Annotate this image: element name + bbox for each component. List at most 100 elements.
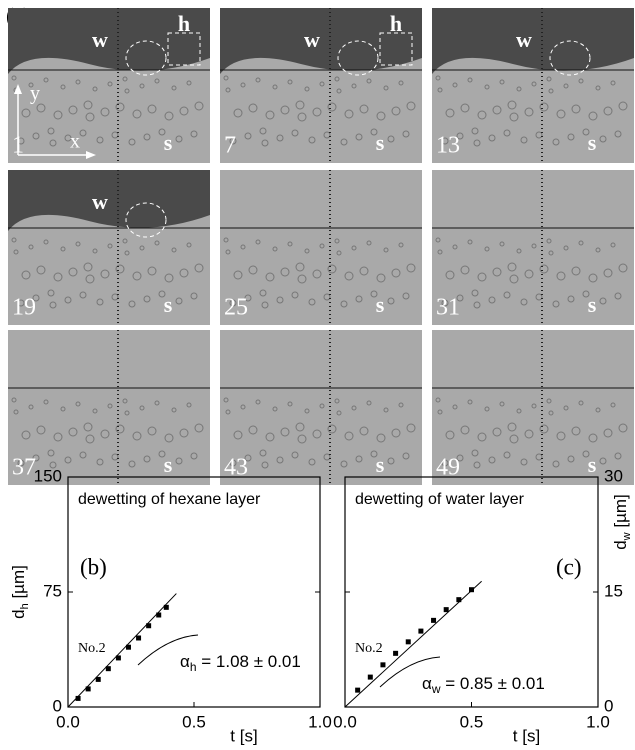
droplet [387,457,395,465]
droplet [595,85,601,91]
droplet [85,274,95,284]
droplet [233,108,243,118]
fit-annotation: αw = 0.85 ± 0.01 [422,674,545,696]
droplet [186,80,192,86]
droplet [323,453,331,461]
droplet [398,80,404,86]
droplet [323,293,331,301]
frame-s-label: s [588,292,597,317]
droplet [327,264,337,274]
droplet [304,86,310,92]
droplet [312,269,322,279]
droplet [473,461,481,469]
droplet [64,296,72,304]
droplet [158,128,166,136]
droplet [240,82,246,88]
droplet [124,250,130,256]
droplet [456,294,464,302]
droplet [100,429,110,439]
fit-line [67,593,177,708]
x-tick-label: 0.0 [333,712,357,731]
droplet [503,451,511,459]
droplet [154,240,160,246]
droplet [507,100,517,110]
droplet [295,422,305,432]
droplet [223,397,229,403]
droplet [53,272,63,282]
droplet [610,402,616,408]
droplet [272,246,278,252]
droplet [355,455,363,463]
droplet [11,75,17,81]
droplet [336,88,342,94]
droplet [456,132,464,140]
droplet [229,137,237,145]
droplet [535,453,543,461]
data-point [355,687,361,693]
frame-s-label: s [164,130,173,155]
droplet [334,238,340,244]
droplet [452,244,458,250]
droplet [539,102,549,112]
droplet [11,397,17,403]
droplet [452,82,458,88]
frame-time: 25 [224,295,248,321]
droplet [122,238,128,244]
droplet [107,243,113,249]
highlight-box [167,32,201,66]
droplet [13,409,19,415]
fit-value: = 0.85 ± 0.01 [441,674,545,693]
droplet [366,240,372,246]
droplet [280,105,290,115]
droplet [548,250,554,256]
droplet [32,454,40,462]
droplet [111,293,119,301]
droplet [68,105,78,115]
droplet [75,241,81,247]
droplet [336,250,342,256]
droplet [477,272,487,282]
droplet [143,295,151,303]
droplet [398,402,404,408]
droplet [248,103,258,113]
droplet [115,424,125,434]
droplet [398,242,404,248]
droplet [610,242,616,248]
droplet [492,105,502,115]
droplet [259,289,267,297]
data-point [146,623,152,629]
droplet [351,405,357,411]
droplet [531,81,537,87]
droplet [571,426,581,436]
droplet [359,266,369,276]
droplet [225,249,231,255]
droplet [92,248,98,254]
fit-line [344,580,482,708]
droplet [295,262,305,272]
droplet [323,131,331,139]
droplet [484,246,490,252]
droplet [190,130,198,138]
frame-time: 31 [436,295,460,321]
droplet [143,133,151,141]
droplet [539,264,549,274]
droplet [261,301,269,309]
droplet [233,270,243,280]
y-label-unit: [µm] [9,565,28,603]
droplet [32,294,40,302]
droplet [128,138,136,146]
droplet [344,109,354,119]
frame: s 25 [220,170,422,325]
droplet [437,409,443,415]
droplet [531,243,537,249]
frame-s-label: s [588,452,597,477]
frame-h-label: h [390,11,402,36]
droplet [370,450,378,458]
data-point [456,597,462,603]
droplet [406,101,416,111]
droplet [132,271,142,281]
droplet [437,249,443,255]
droplet [85,434,95,444]
droplet [229,459,237,467]
droplet [276,134,284,142]
